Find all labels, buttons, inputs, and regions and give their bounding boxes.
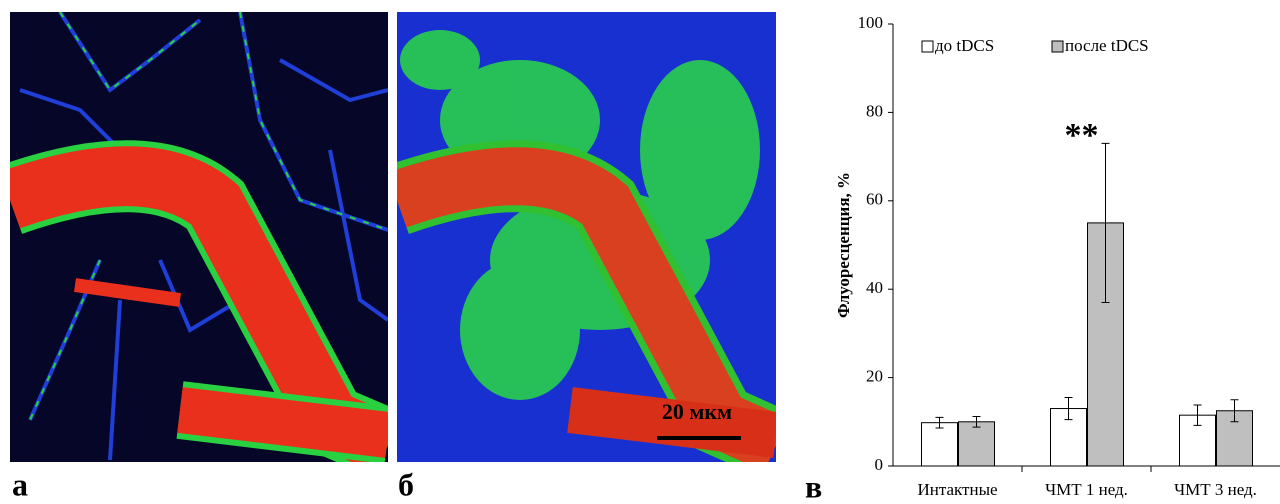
x-tick-label: ЧМТ 3 нед.: [1174, 480, 1257, 499]
y-tick-label: 20: [866, 367, 883, 386]
legend-swatch: [922, 41, 933, 52]
bar: [959, 422, 995, 466]
figure: 20 мкм а б в Флуоресценция, % 0 20 40 60 80 1…: [0, 0, 1280, 504]
y-tick-label: 0: [875, 455, 884, 474]
micrograph-b: [397, 12, 776, 462]
bar: [922, 423, 958, 466]
y-axis-label: Флуоресценция, %: [834, 172, 853, 318]
y-tick-label: 40: [866, 278, 883, 297]
x-tick-label: Интактные: [917, 480, 997, 499]
y-tick-label: 100: [858, 13, 884, 32]
annotation: **: [1065, 117, 1099, 154]
y-tick-label: 80: [866, 101, 883, 120]
legend-label: до tDCS: [935, 36, 994, 55]
panel-label: а: [12, 466, 28, 502]
panel-label: в: [805, 468, 822, 504]
panel-label: б: [398, 466, 414, 502]
y-tick-label: 60: [866, 190, 883, 209]
legend-swatch: [1052, 41, 1063, 52]
x-tick-label: ЧМТ 1 нед.: [1045, 480, 1128, 499]
legend-label: после tDCS: [1065, 36, 1149, 55]
micrograph-a: [10, 12, 388, 462]
scale-bar-label: 20 мкм: [662, 399, 732, 424]
